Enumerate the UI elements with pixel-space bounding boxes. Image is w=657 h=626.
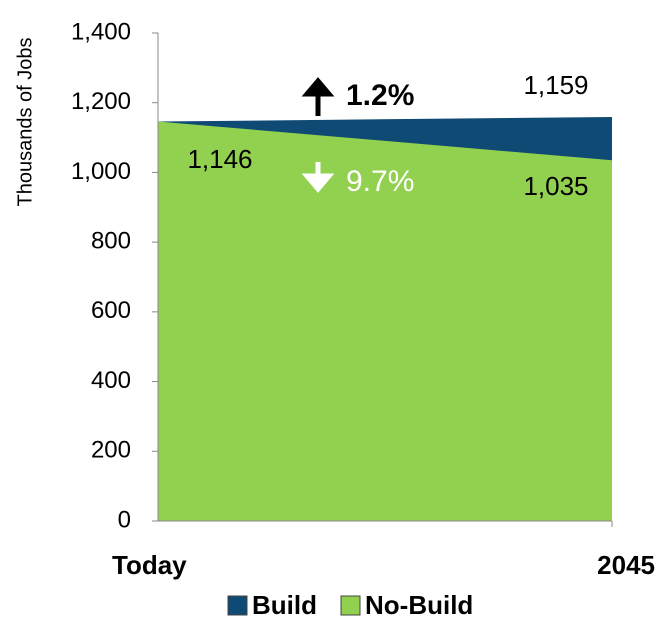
- y-tick-label: 400: [91, 367, 131, 394]
- legend-label: No-Build: [365, 590, 473, 620]
- down-arrow: [301, 162, 335, 193]
- y-tick-label: 0: [118, 506, 131, 533]
- y-tick-label: 200: [91, 437, 131, 464]
- legend-swatch: [340, 595, 361, 616]
- up-arrow: [301, 77, 335, 116]
- x-tick-label: 2045: [597, 550, 655, 580]
- data-label: 1,146: [187, 144, 252, 174]
- y-tick-label: 1,000: [71, 158, 131, 185]
- y-axis-label: Thousands of Jobs: [14, 38, 36, 207]
- annotation: 1.2%: [346, 79, 414, 112]
- x-tick-label: Today: [112, 550, 187, 580]
- y-tick-label: 1,400: [71, 18, 131, 45]
- y-tick-label: 800: [91, 227, 131, 254]
- y-tick-label: 1,200: [71, 88, 131, 115]
- y-tick-label: 600: [91, 297, 131, 324]
- annotation: 9.7%: [346, 165, 414, 198]
- data-label: 1,159: [523, 70, 588, 100]
- legend-swatch: [227, 595, 248, 616]
- legend-label: Build: [252, 590, 317, 620]
- areas: [158, 117, 612, 522]
- area: [158, 121, 612, 521]
- data-label: 1,035: [523, 171, 588, 201]
